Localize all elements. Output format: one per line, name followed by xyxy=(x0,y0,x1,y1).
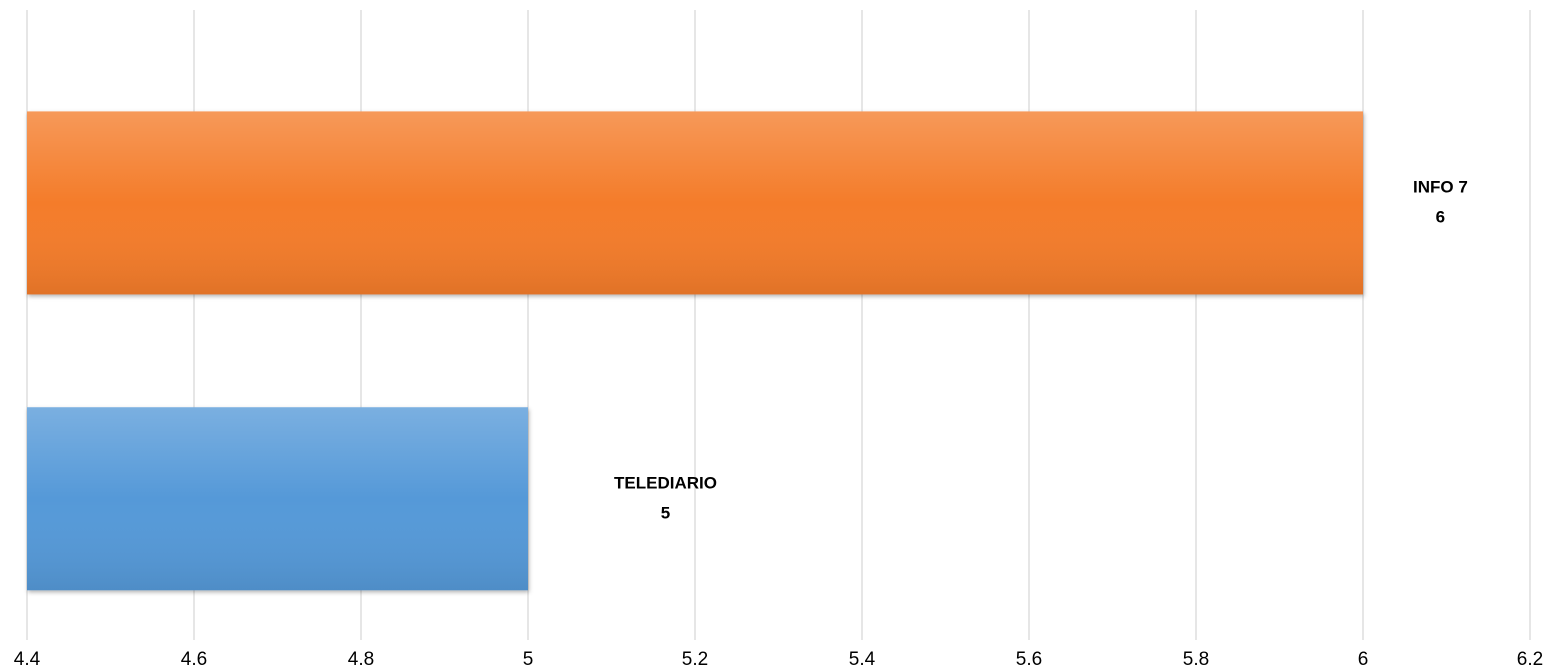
x-tick-label: 5 xyxy=(523,649,534,670)
data-label-value: 6 xyxy=(1436,207,1445,226)
x-tick-label: 6 xyxy=(1358,649,1369,670)
data-label: TELEDIARIO 5 xyxy=(614,473,717,522)
x-tick-label: 4.6 xyxy=(181,649,207,670)
x-tick-label: 6.2 xyxy=(1517,649,1543,670)
data-label-category: TELEDIARIO xyxy=(614,473,717,492)
x-tick-label: 5.2 xyxy=(682,649,708,670)
bar-sheen xyxy=(27,407,528,591)
x-tick-label: 5.8 xyxy=(1183,649,1209,670)
x-tick-label: 5.4 xyxy=(849,649,876,670)
x-tick-label: 4.8 xyxy=(348,649,374,670)
data-label-value: 5 xyxy=(661,503,670,522)
x-tick-label: 5.6 xyxy=(1016,649,1042,670)
x-tick-label: 4.4 xyxy=(14,649,41,670)
data-label: INFO 7 6 xyxy=(1413,177,1468,226)
bar-sheen xyxy=(27,111,1363,295)
data-label-category: INFO 7 xyxy=(1413,177,1468,196)
